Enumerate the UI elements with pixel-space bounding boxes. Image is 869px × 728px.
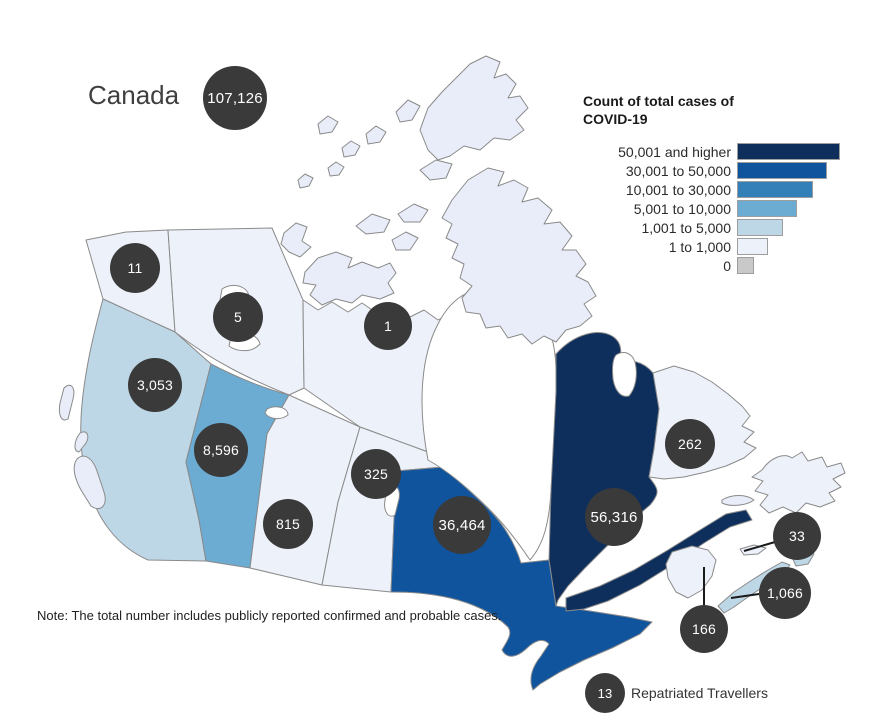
- legend-swatch-5001-10000: [737, 200, 797, 217]
- small-arctic-island-2: [341, 140, 361, 158]
- legend-swatch-0: [737, 257, 754, 274]
- anticosti-island: [721, 495, 755, 506]
- legend-row-30001-50000: 30,001 to 50,000: [583, 161, 853, 180]
- legend-row-10001-30000: 10,001 to 30,000: [583, 180, 853, 199]
- repatriated-travellers-label: Repatriated Travellers: [631, 685, 768, 701]
- badge-nova-scotia[interactable]: 1,066: [759, 567, 811, 619]
- prince-of-wales-island: [391, 231, 419, 251]
- map-legend: Count of total cases of COVID-19 50,001 …: [583, 92, 853, 275]
- badge-prince-edward-island[interactable]: 33: [773, 512, 821, 560]
- axel-heiberg-island: [395, 99, 421, 123]
- map-footnote: Note: The total number includes publicly…: [37, 608, 502, 623]
- legend-swatch-50001-plus: [737, 143, 840, 160]
- legend-row-1-1000: 1 to 1,000: [583, 237, 853, 256]
- legend-row-5001-10000: 5,001 to 10,000: [583, 199, 853, 218]
- baffin-island: [441, 167, 597, 345]
- small-arctic-island-1: [317, 115, 339, 135]
- small-arctic-island-5: [297, 173, 314, 189]
- badge-quebec[interactable]: 56,316: [585, 488, 643, 546]
- region-quebec[interactable]: [548, 332, 662, 607]
- badge-ontario[interactable]: 36,464: [433, 496, 491, 554]
- victoria-island: [302, 251, 397, 306]
- legend-swatch-30001-50000: [737, 162, 827, 179]
- vancouver-island: [73, 455, 106, 510]
- small-arctic-island-4: [327, 161, 345, 177]
- legend-row-50001-plus: 50,001 and higher: [583, 142, 853, 161]
- country-label: Canada: [88, 80, 180, 110]
- region-new-brunswick[interactable]: [665, 545, 717, 599]
- ungava-bay-water: [611, 352, 637, 397]
- badge-new-brunswick[interactable]: 166: [680, 605, 728, 653]
- devon-island: [419, 159, 453, 181]
- badge-nunavut[interactable]: 1: [364, 302, 412, 350]
- legend-swatch-1001-5000: [737, 219, 783, 236]
- legend-title: Count of total cases of COVID-19: [583, 93, 734, 127]
- legend-row-0: 0: [583, 256, 853, 275]
- legend-swatch-10001-30000: [737, 181, 813, 198]
- parry-island-west: [355, 213, 391, 235]
- badge-british-columbia[interactable]: 3,053: [128, 358, 182, 412]
- badge-canada-total[interactable]: 107,126: [203, 66, 267, 130]
- legend-rows: 50,001 and higher 30,001 to 50,000 10,00…: [583, 142, 853, 275]
- small-arctic-island-3: [365, 125, 387, 145]
- legend-row-1001-5000: 1,001 to 5,000: [583, 218, 853, 237]
- badge-northwest-territories[interactable]: 5: [213, 292, 263, 342]
- parry-island-east: [397, 203, 429, 223]
- badge-newfoundland-labrador[interactable]: 262: [665, 419, 715, 469]
- haida-gwaii-island: [58, 384, 75, 421]
- leader-line-nova-scotia: [730, 593, 760, 599]
- badge-alberta[interactable]: 8,596: [194, 423, 248, 477]
- lake-athabasca: [264, 406, 289, 420]
- region-quebec-south[interactable]: [565, 509, 753, 612]
- badge-manitoba[interactable]: 325: [351, 449, 401, 499]
- ellesmere-island: [419, 55, 529, 161]
- leader-line-pei: [743, 541, 776, 552]
- bc-coastal-island: [74, 431, 89, 453]
- legend-swatch-1-1000: [737, 238, 768, 255]
- badge-saskatchewan[interactable]: 815: [263, 499, 313, 549]
- badge-repatriated-travellers[interactable]: 13: [585, 673, 625, 713]
- region-newfoundland-island[interactable]: [751, 451, 846, 514]
- badge-yukon[interactable]: 11: [110, 243, 160, 293]
- banks-island: [280, 222, 312, 258]
